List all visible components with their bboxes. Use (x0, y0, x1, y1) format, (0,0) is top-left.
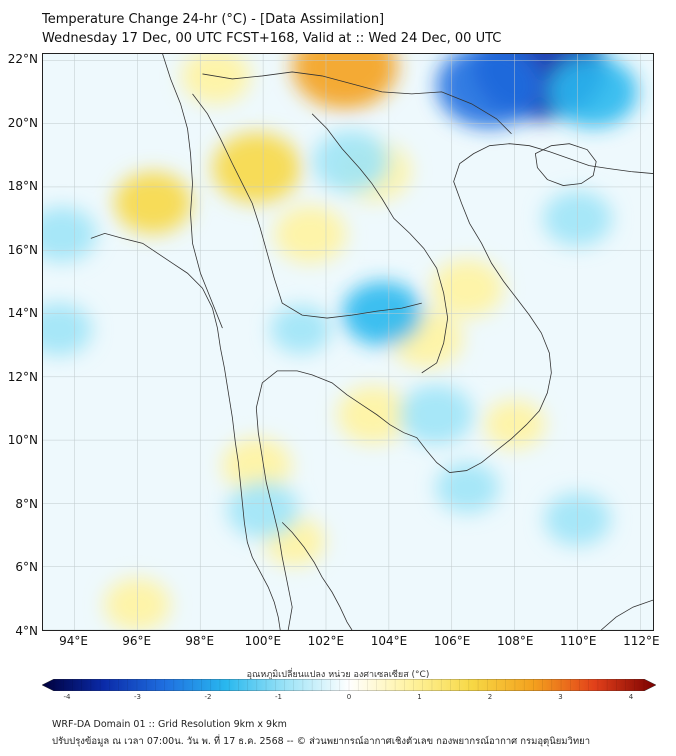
lon-tick-label: 98°E (185, 634, 215, 648)
lat-tick-label: 10°N (7, 433, 38, 448)
lon-tick-label: 104°E (370, 634, 408, 648)
cold-anomaly-22 (43, 302, 92, 356)
colorbar-tick-label: -2 (204, 693, 212, 701)
cold-anomaly-25 (270, 305, 332, 354)
thai-border (192, 93, 422, 319)
colorbar-tick-label: -4 (63, 693, 71, 701)
warm-anomaly-5 (181, 54, 251, 104)
lon-tick-label: 108°E (496, 634, 534, 648)
colorbar-tick-label: 4 (628, 693, 634, 701)
warm-anomaly-9 (222, 437, 292, 494)
colorbar-tick-label: 0 (346, 693, 352, 701)
cold-anomaly-21 (43, 206, 97, 262)
colorbar-tick-label: 3 (558, 693, 563, 701)
malay-peninsula (281, 522, 353, 630)
lon-tick-label: 96°E (122, 634, 152, 648)
warm-anomaly-1 (212, 132, 302, 204)
lat-tick-label: 6°N (15, 560, 38, 575)
lon-tick-label: 106°E (433, 634, 471, 648)
lat-tick-label: 4°N (15, 624, 38, 638)
colorbar-tick-label: -3 (134, 693, 141, 701)
cold-anomaly-17 (312, 130, 390, 193)
lon-tick-label: 102°E (307, 634, 345, 648)
cambodia-vietnam-coast (403, 143, 653, 473)
lat-tick-label: 14°N (7, 306, 38, 321)
cold-anomaly-15 (549, 56, 638, 128)
map-title: Temperature Change 24-hr (°C) - [Data As… (42, 12, 385, 27)
borneo-coast (600, 599, 653, 630)
lat-tick-label: 18°N (7, 179, 38, 194)
colorbar-tick-label: 1 (417, 693, 422, 701)
colorbar (42, 679, 656, 691)
lon-tick-label: 112°E (623, 634, 660, 648)
lon-tick-label: 110°E (560, 634, 597, 648)
cold-anomaly-18 (398, 384, 474, 445)
warm-anomaly-7 (431, 259, 504, 317)
lon-tick-label: 100°E (244, 634, 282, 648)
warm-anomaly-3 (114, 171, 192, 234)
lat-tick-label: 16°N (7, 242, 38, 257)
coastline-borders (90, 54, 653, 630)
warm-anomaly-0 (292, 54, 398, 109)
lat-tick-label: 22°N (7, 52, 38, 67)
temperature-change-map (42, 53, 654, 631)
mainland-coastline (90, 232, 281, 630)
colorbar-title: อุณหภูมิเปลี่ยนแปลง หน่วย องศาเซลเซียส (… (246, 670, 430, 680)
map-subtitle: Wednesday 17 Dec, 00 UTC FCST+168, Valid… (42, 31, 502, 46)
lat-tick-label: 20°N (7, 115, 38, 130)
gulf-coastline (255, 370, 405, 630)
china-border (202, 71, 512, 135)
colorbar-tick-label: 2 (487, 693, 493, 701)
colorbar-body (42, 679, 656, 691)
warm-anomaly-4 (274, 205, 347, 264)
warm-anomaly-8 (337, 386, 410, 444)
lon-tick-label: 94°E (59, 634, 88, 648)
lat-tick-label: 8°N (15, 496, 38, 511)
cold-anomaly-14 (436, 54, 543, 128)
footer-update-info: ปรับปรุงข้อมูล ณ เวลา 07:00น. วัน พ. ที่… (52, 736, 591, 747)
lao-border (311, 113, 449, 374)
footer-model-info: WRF-DA Domain 01 :: Grid Resolution 9km … (52, 719, 287, 730)
hainan-island (534, 143, 597, 186)
colorbar-tick-label: -1 (275, 693, 282, 701)
myanmar-border (162, 54, 223, 329)
lat-tick-label: 12°N (7, 369, 38, 384)
